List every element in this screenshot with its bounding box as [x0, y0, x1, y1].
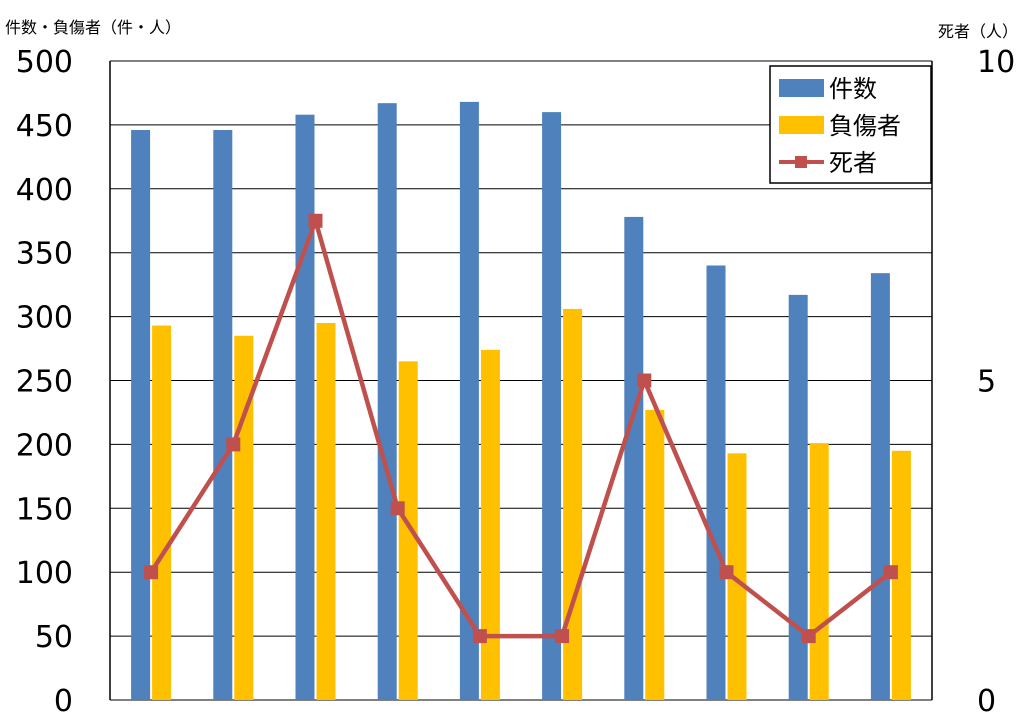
left-tick-label: 450	[16, 109, 73, 144]
bar-injured	[480, 349, 500, 700]
point-deaths	[308, 213, 323, 228]
bar-count	[295, 114, 315, 700]
bar-count	[788, 294, 808, 700]
left-tick-label: 250	[16, 365, 73, 400]
right-tick-label: 10	[977, 45, 1015, 80]
bar-injured	[152, 325, 172, 700]
bar-count	[870, 273, 890, 700]
point-deaths	[226, 437, 241, 452]
legend-label-count: 件数	[829, 75, 877, 103]
bar-count	[624, 216, 644, 700]
point-deaths	[637, 373, 652, 388]
right-tick-label: 0	[977, 684, 996, 713]
left-tick-label: 0	[54, 684, 73, 713]
left-tick-label: 400	[16, 173, 73, 208]
legend-swatch-deaths-marker	[795, 156, 807, 168]
bar-injured	[809, 443, 829, 700]
bar-injured	[234, 335, 254, 700]
left-tick-label: 100	[16, 556, 73, 591]
right-tick-label: 5	[977, 365, 996, 400]
bar-injured	[891, 450, 911, 700]
point-deaths	[719, 565, 734, 580]
bar-injured	[563, 308, 583, 700]
point-deaths	[801, 629, 816, 644]
point-deaths	[144, 565, 159, 580]
left-tick-label: 50	[35, 620, 73, 655]
left-tick-label: 150	[16, 492, 73, 527]
bar-count	[377, 103, 397, 700]
left-tick-label: 300	[16, 301, 73, 336]
axes: 0 50 100 150 200 250 300 350 400 450 500 0 5 10	[16, 45, 1015, 713]
bar-count	[213, 130, 233, 701]
point-deaths	[472, 629, 487, 644]
line-series-layer	[144, 213, 898, 644]
point-deaths	[883, 565, 898, 580]
legend-label-injured: 負傷者	[829, 112, 901, 140]
bar-count	[706, 265, 726, 700]
left-tick-label: 200	[16, 428, 73, 463]
legend: 件数 負傷者 死者	[769, 65, 932, 184]
bar-injured	[316, 322, 336, 700]
legend-swatch-injured	[779, 116, 824, 134]
left-tick-label: 500	[16, 45, 73, 80]
bar-count	[542, 112, 562, 701]
legend-swatch-count	[779, 79, 824, 97]
left-tick-label: 350	[16, 237, 73, 272]
bar-series-layer	[131, 101, 911, 701]
bar-injured	[645, 409, 665, 700]
right-axis-title: 死者（人）	[938, 22, 1018, 41]
line-deaths	[149, 218, 893, 639]
bar-count	[459, 101, 479, 700]
bar-count	[131, 130, 151, 701]
bar-injured	[727, 453, 747, 700]
legend-label-deaths: 死者	[829, 149, 877, 177]
point-deaths	[555, 629, 570, 644]
left-axis-title: 件数・負傷者（件・人）	[5, 18, 181, 37]
bar-injured	[398, 361, 418, 700]
point-deaths	[390, 501, 405, 516]
